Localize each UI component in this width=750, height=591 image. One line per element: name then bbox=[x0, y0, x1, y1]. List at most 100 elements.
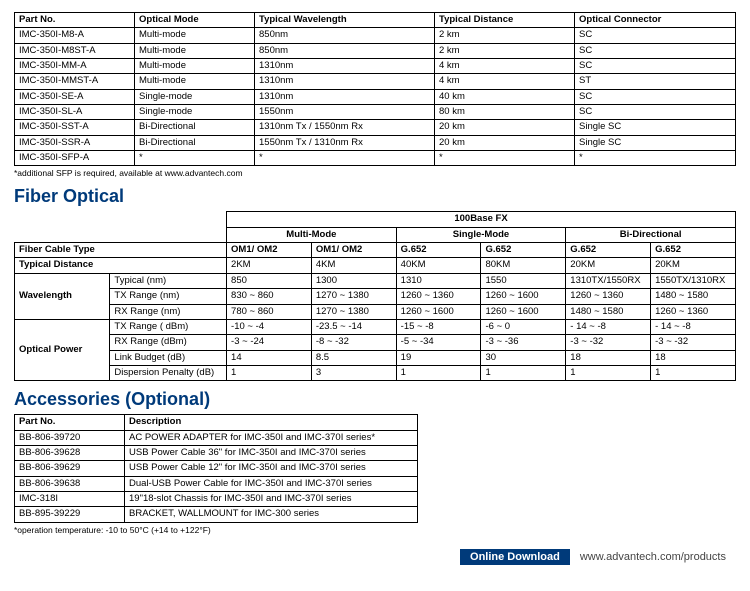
cell: Single-mode bbox=[135, 105, 255, 120]
cell: 1310nm bbox=[255, 74, 435, 89]
table-row: BB-806-39628USB Power Cable 36" for IMC-… bbox=[15, 445, 418, 460]
table-row: TX Range (nm)830 ~ 8601270 ~ 13801260 ~ … bbox=[15, 289, 736, 304]
fo-cell: 1480 ~ 1580 bbox=[651, 289, 736, 304]
fo-cell: 1300 bbox=[311, 273, 396, 288]
fo-cell: G.652 bbox=[396, 243, 481, 258]
fo-cell: 830 ~ 860 bbox=[227, 289, 312, 304]
table-row: IMC-350I-SFP-A**** bbox=[15, 151, 736, 166]
col-header: Optical Connector bbox=[575, 13, 736, 28]
cell: 20 km bbox=[435, 120, 575, 135]
fo-cell: 1260 ~ 1600 bbox=[481, 304, 566, 319]
fo-cell: 1 bbox=[227, 365, 312, 380]
fo-cell: 1260 ~ 1360 bbox=[396, 289, 481, 304]
cell: 4 km bbox=[435, 59, 575, 74]
cell: IMC-350I-M8ST-A bbox=[15, 43, 135, 58]
cell: IMC-350I-MM-A bbox=[15, 59, 135, 74]
cell: SC bbox=[575, 28, 736, 43]
table-row: IMC-350I-SL-ASingle-mode1550nm80 kmSC bbox=[15, 105, 736, 120]
fo-cell: -10 ~ -4 bbox=[227, 319, 312, 334]
table-row: IMC-350I-M8-AMulti-mode850nm2 kmSC bbox=[15, 28, 736, 43]
cell: BB-806-39629 bbox=[15, 461, 125, 476]
fo-cell: -3 ~ -24 bbox=[227, 335, 312, 350]
table-row: Optical PowerTX Range ( dBm)-10 ~ -4-23.… bbox=[15, 319, 736, 334]
fo-cell: -5 ~ -34 bbox=[396, 335, 481, 350]
table-row: BB-895-39229BRACKET, WALLMOUNT for IMC-3… bbox=[15, 507, 418, 522]
fo-subrow-label: Dispersion Penalty (dB) bbox=[110, 365, 227, 380]
table-row: RX Range (dBm)-3 ~ -24-8 ~ -32-5 ~ -34-3… bbox=[15, 335, 736, 350]
fo-cell: 3 bbox=[311, 365, 396, 380]
cell: * bbox=[575, 151, 736, 166]
cell: Multi-mode bbox=[135, 43, 255, 58]
fo-cell: -6 ~ 0 bbox=[481, 319, 566, 334]
accessories-title: Accessories (Optional) bbox=[14, 389, 736, 410]
cell: BB-806-39720 bbox=[15, 430, 125, 445]
fo-subrow-label: TX Range (nm) bbox=[110, 289, 227, 304]
cell: 1310nm Tx / 1550nm Rx bbox=[255, 120, 435, 135]
fo-group-label: Wavelength bbox=[15, 273, 110, 319]
cell: BB-806-39628 bbox=[15, 445, 125, 460]
cell: IMC-350I-SL-A bbox=[15, 105, 135, 120]
fo-cell: G.652 bbox=[566, 243, 651, 258]
fo-cell: -23.5 ~ -14 bbox=[311, 319, 396, 334]
table-row: BB-806-39720AC POWER ADAPTER for IMC-350… bbox=[15, 430, 418, 445]
fo-cell: - 14 ~ -8 bbox=[651, 319, 736, 334]
col-header: Part No. bbox=[15, 13, 135, 28]
cell: Single SC bbox=[575, 135, 736, 150]
cell: SC bbox=[575, 43, 736, 58]
page-footer: Online Downloadwww.advantech.com/product… bbox=[14, 549, 736, 565]
fo-cell: 1270 ~ 1380 bbox=[311, 304, 396, 319]
cell: Bi-Directional bbox=[135, 135, 255, 150]
table-row: IMC-350I-MM-AMulti-mode1310nm4 kmSC bbox=[15, 59, 736, 74]
fo-row-label: Typical Distance bbox=[15, 258, 227, 273]
cell: 1310nm bbox=[255, 59, 435, 74]
table-row: IMC-350I-SSR-ABi-Directional1550nm Tx / … bbox=[15, 135, 736, 150]
fo-cell: 18 bbox=[566, 350, 651, 365]
fo-cell: OM1/ OM2 bbox=[227, 243, 312, 258]
fo-subrow-label: RX Range (nm) bbox=[110, 304, 227, 319]
cell: * bbox=[255, 151, 435, 166]
cell: Single-mode bbox=[135, 89, 255, 104]
cell: * bbox=[435, 151, 575, 166]
fo-cell: -3 ~ -32 bbox=[651, 335, 736, 350]
fo-cell: 1260 ~ 1360 bbox=[651, 304, 736, 319]
top-footnote: *additional SFP is required, available a… bbox=[14, 168, 736, 178]
fo-cell: 1310 bbox=[396, 273, 481, 288]
cell: 1550nm bbox=[255, 105, 435, 120]
cell: Single SC bbox=[575, 120, 736, 135]
fo-cell: G.652 bbox=[481, 243, 566, 258]
fo-cell: 1 bbox=[396, 365, 481, 380]
cell: IMC-350I-MMST-A bbox=[15, 74, 135, 89]
fo-cell: -3 ~ -32 bbox=[566, 335, 651, 350]
fo-group-label: Optical Power bbox=[15, 319, 110, 380]
fo-cell: 80KM bbox=[481, 258, 566, 273]
table-row: BB-806-39629USB Power Cable 12" for IMC-… bbox=[15, 461, 418, 476]
cell: 20 km bbox=[435, 135, 575, 150]
cell: 1550nm Tx / 1310nm Rx bbox=[255, 135, 435, 150]
fo-cell: 40KM bbox=[396, 258, 481, 273]
cell: 1310nm bbox=[255, 89, 435, 104]
col-header: Typical Distance bbox=[435, 13, 575, 28]
fo-mode-header: Single-Mode bbox=[396, 227, 566, 242]
cell: * bbox=[135, 151, 255, 166]
fo-cell: 1 bbox=[651, 365, 736, 380]
fo-cell: 20KM bbox=[566, 258, 651, 273]
cell: IMC-318I bbox=[15, 491, 125, 506]
cell: 19"18-slot Chassis for IMC-350I and IMC-… bbox=[125, 491, 418, 506]
fo-row-label: Fiber Cable Type bbox=[15, 243, 227, 258]
fo-cell: 1 bbox=[566, 365, 651, 380]
cell: 4 km bbox=[435, 74, 575, 89]
cell: IMC-350I-SE-A bbox=[15, 89, 135, 104]
fo-cell: -3 ~ -36 bbox=[481, 335, 566, 350]
cell: ST bbox=[575, 74, 736, 89]
table-row: Dispersion Penalty (dB)131111 bbox=[15, 365, 736, 380]
fo-cell: 30 bbox=[481, 350, 566, 365]
fiber-optical-table: 100Base FX Multi-Mode Single-Mode Bi-Dir… bbox=[14, 211, 736, 381]
fo-mode-header: Bi-Directional bbox=[566, 227, 736, 242]
cell: Multi-mode bbox=[135, 28, 255, 43]
table-row: IMC-318I19"18-slot Chassis for IMC-350I … bbox=[15, 491, 418, 506]
cell: SC bbox=[575, 89, 736, 104]
fo-cell: 1260 ~ 1600 bbox=[396, 304, 481, 319]
fo-cell: 1550TX/1310RX bbox=[651, 273, 736, 288]
table-row: IMC-350I-SST-ABi-Directional1310nm Tx / … bbox=[15, 120, 736, 135]
fo-cell: 1270 ~ 1380 bbox=[311, 289, 396, 304]
